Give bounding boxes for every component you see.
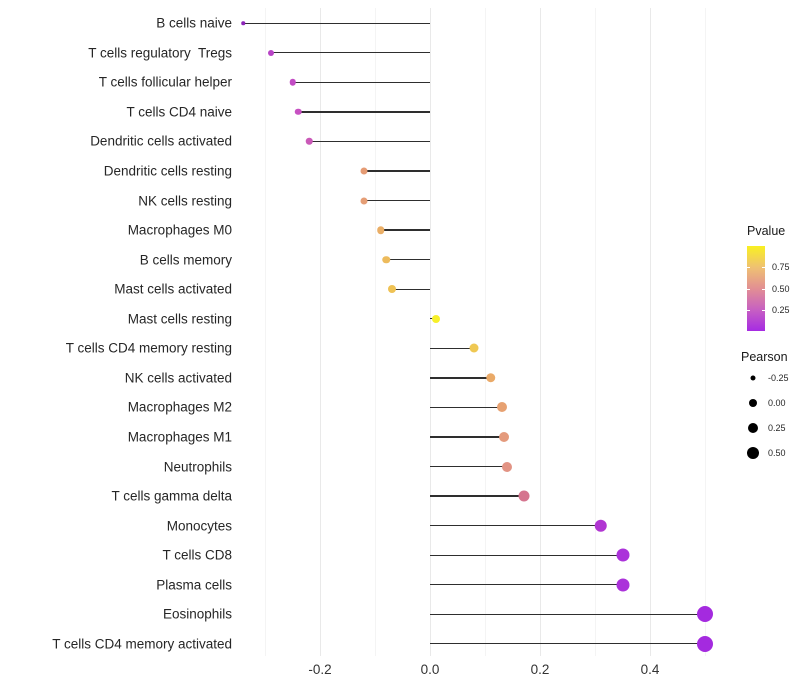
- lollipop-stem: [298, 111, 430, 113]
- lollipop-dot: [469, 343, 479, 353]
- lollipop-dot: [376, 226, 385, 234]
- lollipop-stem: [430, 347, 474, 349]
- lollipop-stem: [243, 22, 430, 24]
- gridline-minor: [704, 8, 706, 656]
- gridline-minor: [484, 8, 486, 656]
- lollipop-dot: [697, 635, 714, 652]
- lollipop-stem: [292, 81, 430, 84]
- pvalue-gradient-bar: [747, 246, 765, 331]
- pearson-legend-label: -0.25: [768, 373, 789, 383]
- lollipop-dot: [360, 197, 368, 205]
- lollipop-dot: [382, 255, 390, 264]
- category-label: NK cells resting: [138, 193, 232, 209]
- category-label: Monocytes: [166, 518, 232, 534]
- category-label: Macrophages M2: [127, 399, 232, 415]
- gridline-major: [539, 8, 541, 656]
- x-tick-label: 0.4: [640, 662, 660, 677]
- pearson-legend-dot: [748, 423, 758, 433]
- gridline-minor: [594, 8, 596, 656]
- pvalue-tick-mark: [762, 288, 765, 290]
- pvalue-tick-mark: [762, 309, 765, 311]
- gridline-major: [319, 8, 321, 656]
- category-label: T cells CD4 memory resting: [65, 340, 232, 356]
- pvalue-tick-mark: [747, 267, 750, 269]
- category-label: B cells naive: [156, 15, 232, 31]
- pearson-legend-dot: [747, 447, 759, 459]
- lollipop-dot: [267, 49, 274, 56]
- gridline-minor: [374, 8, 376, 656]
- pvalue-tick-mark: [747, 288, 750, 290]
- x-tick-label: -0.2: [308, 662, 332, 677]
- lollipop-stem: [430, 465, 507, 468]
- pearson-legend-dot: [750, 375, 756, 381]
- lollipop-dot: [289, 79, 296, 86]
- lollipop-dot: [485, 373, 496, 383]
- lollipop-dot: [241, 21, 245, 26]
- lollipop-stem: [430, 377, 491, 379]
- category-label: Dendritic cells resting: [103, 163, 232, 179]
- gridline-major: [649, 8, 651, 656]
- pvalue-tick-label: 0.75: [772, 262, 790, 273]
- category-label: T cells CD8: [162, 547, 232, 563]
- lollipop-stem: [430, 436, 505, 438]
- lollipop-stem: [380, 229, 430, 231]
- pvalue-tick-mark: [747, 309, 750, 311]
- lollipop-dot: [616, 548, 630, 562]
- lollipop-stem: [391, 288, 430, 290]
- category-label: Mast cells activated: [114, 281, 232, 297]
- lollipop-dot: [697, 606, 714, 623]
- pearson-legend-dot: [749, 399, 757, 407]
- pearson-legend-label: 0.25: [768, 423, 786, 433]
- lollipop-stem: [430, 495, 524, 497]
- pvalue-legend-title: Pvalue: [747, 224, 786, 238]
- lollipop-dot: [594, 519, 607, 532]
- lollipop-dot: [431, 314, 440, 323]
- lollipop-dot: [360, 167, 368, 175]
- lollipop-stem: [386, 259, 430, 261]
- lollipop-dot: [387, 285, 396, 294]
- category-label: B cells memory: [139, 252, 232, 268]
- pvalue-tick-mark: [762, 267, 765, 269]
- lollipop-dot: [496, 402, 507, 413]
- category-label: NK cells activated: [124, 370, 232, 386]
- lollipop-dot: [305, 138, 313, 145]
- gridline-minor: [264, 8, 266, 656]
- lollipop-dot: [502, 461, 513, 472]
- lollipop-stem: [430, 524, 601, 527]
- lollipop-stem: [430, 613, 705, 615]
- category-label: T cells follicular helper: [98, 74, 232, 90]
- lollipop-stem: [270, 52, 430, 54]
- pvalue-tick-label: 0.50: [772, 283, 790, 294]
- lollipop-stem: [430, 554, 623, 556]
- category-label: Plasma cells: [156, 577, 232, 593]
- x-tick-label: 0.2: [530, 662, 550, 677]
- lollipop-stem: [430, 406, 502, 409]
- category-label: T cells CD4 naive: [126, 104, 232, 120]
- category-label: T cells regulatory Tregs: [88, 45, 232, 61]
- lollipop-stem: [430, 584, 623, 586]
- lollipop-stem: [430, 643, 705, 645]
- category-label: Eosinophils: [162, 606, 232, 622]
- category-label: Macrophages M0: [127, 222, 232, 238]
- pvalue-tick-label: 0.25: [772, 304, 790, 315]
- pearson-legend-label: 0.50: [768, 448, 786, 458]
- category-label: T cells gamma delta: [111, 488, 232, 504]
- pearson-legend-title: Pearson: [741, 350, 788, 364]
- lollipop-stem: [364, 170, 430, 172]
- category-label: Macrophages M1: [127, 429, 232, 445]
- lollipop-stem: [364, 199, 430, 202]
- lollipop-stem: [309, 140, 430, 143]
- lollipop-dot: [616, 578, 630, 592]
- lollipop-dot: [499, 431, 510, 442]
- pearson-legend-label: 0.00: [768, 398, 786, 408]
- category-label: Neutrophils: [163, 459, 232, 475]
- category-label: Mast cells resting: [127, 311, 232, 327]
- lollipop-dot: [518, 490, 530, 502]
- category-label: T cells CD4 memory activated: [52, 636, 232, 652]
- x-tick-label: 0.0: [420, 662, 440, 677]
- category-label: Dendritic cells activated: [90, 133, 232, 149]
- gridline-major: [429, 8, 431, 656]
- lollipop-dot: [294, 108, 302, 116]
